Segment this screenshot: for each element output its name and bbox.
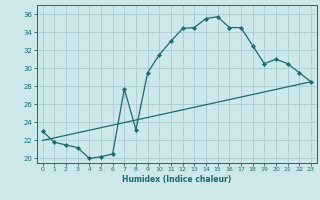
X-axis label: Humidex (Indice chaleur): Humidex (Indice chaleur) [122, 175, 231, 184]
